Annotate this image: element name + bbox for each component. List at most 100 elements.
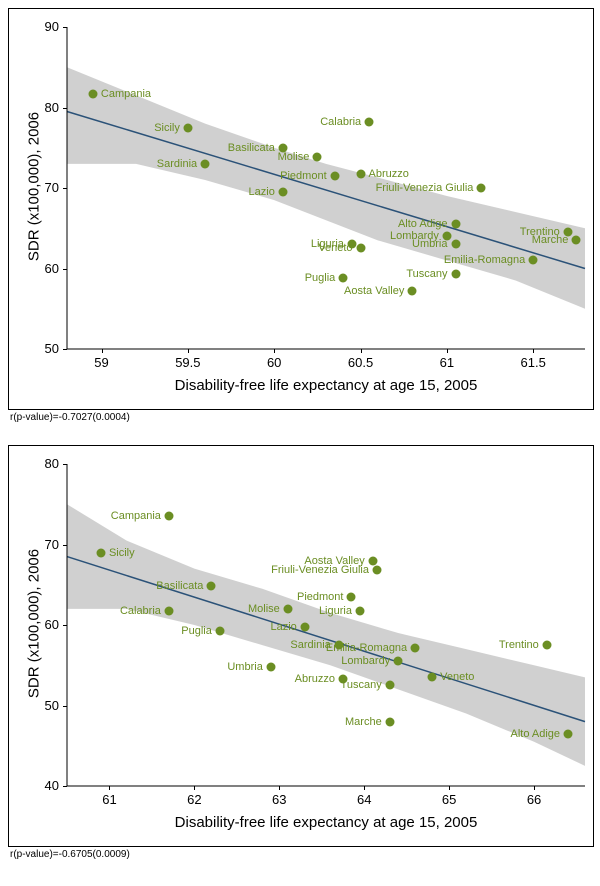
y-axis-label: SDR (x100,000), 2006 [26,544,43,704]
data-point [88,89,97,98]
data-point [201,159,210,168]
data-point [355,607,364,616]
data-point-label: Abruzzo [369,168,409,180]
data-point [207,582,216,591]
data-point-label: Basilicata [156,580,203,592]
data-point [394,657,403,666]
confidence-band [67,504,585,766]
data-point-label: Friuli-Venezia Giulia [271,564,369,576]
data-point [347,592,356,601]
y-tick-label: 50 [9,341,59,356]
data-point [266,662,275,671]
data-point-label: Marche [345,716,382,728]
data-point-label: Aosta Valley [344,285,404,297]
x-tick-label: 66 [514,792,554,807]
data-point [283,604,292,613]
data-point-label: Molise [278,151,310,163]
chart-svg-layer [9,9,593,409]
data-point-label: Abruzzo [295,673,335,685]
chart2-footnote: r(p-value)=-0.6705(0.0009) [10,849,600,860]
x-tick-label: 61 [89,792,129,807]
x-tick-label: 63 [259,792,299,807]
chart1-footnote: r(p-value)=-0.7027(0.0004) [10,412,600,423]
y-axis-label: SDR (x100,000), 2006 [26,107,43,267]
data-point [451,270,460,279]
data-point-label: Sicily [154,122,180,134]
scatter-chart-bottom: 4050607080616263646566SDR (x100,000), 20… [8,445,594,847]
data-point [356,244,365,253]
x-tick-label: 59 [82,355,122,370]
figure-panel: 50607080905959.56060.56161.5SDR (x100,00… [0,8,600,860]
data-point [164,512,173,521]
data-point-label: Trentino [499,639,539,651]
data-point [183,123,192,132]
data-point-label: Umbria [227,661,262,673]
data-point [365,117,374,126]
data-point [96,548,105,557]
data-point-label: Calabria [320,116,361,128]
x-tick-label: 62 [174,792,214,807]
data-point-label: Campania [101,88,151,100]
data-point-label: Puglia [181,625,212,637]
data-point [330,171,339,180]
data-point-label: Alto Adige [398,218,448,230]
data-point [529,256,538,265]
data-point-label: Lombardy [341,655,390,667]
y-tick-label: 90 [9,19,59,34]
data-point [372,566,381,575]
x-tick-label: 61 [427,355,467,370]
data-point-label: Lazio [249,186,275,198]
data-point [564,729,573,738]
data-point [356,170,365,179]
x-axis-label: Disability-free life expectancy at age 1… [67,377,585,394]
x-tick-label: 60.5 [341,355,381,370]
data-point-label: Piedmont [297,591,343,603]
data-point-label: Sardinia [157,158,197,170]
data-point [477,184,486,193]
scatter-chart-top: 50607080905959.56060.56161.5SDR (x100,00… [8,8,594,410]
x-axis-label: Disability-free life expectancy at age 1… [67,814,585,831]
y-tick-label: 40 [9,778,59,793]
data-point [278,188,287,197]
x-tick-label: 59.5 [168,355,208,370]
y-tick-label: 80 [9,456,59,471]
data-point [215,627,224,636]
data-point-label: Sicily [109,547,135,559]
data-point [300,622,309,631]
data-point [428,673,437,682]
data-point-label: Marche [532,234,569,246]
data-point [542,641,551,650]
data-point-label: Calabria [120,605,161,617]
data-point-label: Campania [111,510,161,522]
data-point [451,240,460,249]
data-point-label: Piedmont [280,170,326,182]
data-point-label: Emilia-Romagna [444,254,525,266]
data-point-label: Veneto [440,671,474,683]
data-point [572,236,581,245]
data-point-label: Sardinia [290,639,330,651]
data-point-label: Molise [248,603,280,615]
data-point-label: Liguria [319,605,352,617]
data-point [411,643,420,652]
data-point [313,153,322,162]
data-point-label: Lazio [270,621,296,633]
x-tick-label: 65 [429,792,469,807]
x-tick-label: 60 [254,355,294,370]
data-point-label: Puglia [305,272,336,284]
data-point-label: Emilia-Romagna [326,642,407,654]
x-tick-label: 61.5 [513,355,553,370]
data-point-label: Basilicata [228,142,275,154]
data-point-label: Umbria [412,238,447,250]
data-point-label: Veneto [318,242,352,254]
data-point [451,220,460,229]
x-tick-label: 64 [344,792,384,807]
data-point [164,607,173,616]
data-point [408,287,417,296]
data-point-label: Tuscany [406,268,447,280]
data-point-label: Friuli-Venezia Giulia [376,182,474,194]
data-point [368,556,377,565]
data-point-label: Tuscany [341,679,382,691]
data-point-label: Alto Adige [510,728,560,740]
data-point [339,274,348,283]
data-point [385,717,394,726]
